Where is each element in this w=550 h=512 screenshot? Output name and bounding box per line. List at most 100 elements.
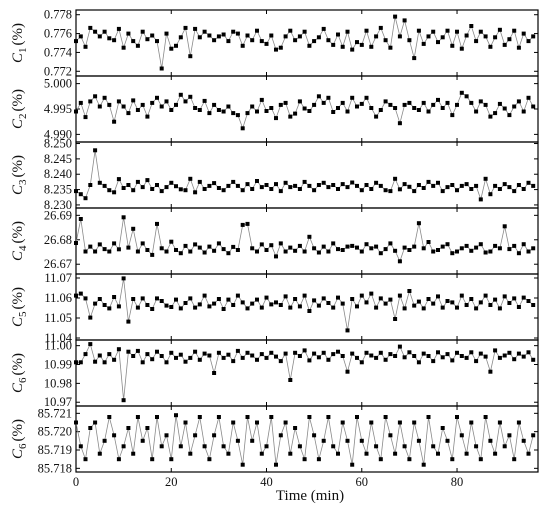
data-point (250, 104, 255, 109)
data-point (497, 27, 502, 32)
data-point (531, 303, 536, 307)
data-point (312, 433, 317, 438)
data-point (393, 14, 398, 19)
data-point (516, 183, 521, 187)
data-point (74, 420, 78, 425)
data-point (283, 180, 288, 185)
data-point (159, 66, 164, 71)
data-point (307, 415, 312, 419)
data-point (331, 241, 336, 246)
data-point (426, 34, 431, 39)
data-point (97, 34, 102, 39)
data-point (297, 187, 302, 191)
data-point (159, 354, 164, 358)
y-axis-label: C2(%) (10, 89, 29, 129)
data-point (221, 188, 226, 193)
data-point (126, 349, 131, 354)
data-point (78, 291, 83, 296)
data-point (240, 462, 245, 467)
data-point (440, 189, 445, 194)
data-point (88, 426, 93, 430)
data-point (331, 42, 336, 47)
data-point (483, 415, 488, 419)
data-point (316, 35, 321, 40)
data-point (207, 33, 212, 38)
data-point (107, 415, 112, 419)
data-point (312, 188, 317, 193)
y-axis-label: C4(%) (10, 221, 29, 261)
data-point (112, 38, 117, 43)
data-point (383, 415, 388, 419)
data-point (507, 37, 512, 42)
data-point (150, 187, 155, 191)
data-point (531, 246, 536, 251)
y-tick-label: 4.995 (44, 102, 72, 116)
data-point (445, 438, 450, 443)
data-point (521, 438, 526, 443)
data-point (359, 42, 364, 47)
data-point (150, 100, 155, 105)
data-point (412, 106, 417, 110)
data-point (145, 303, 150, 307)
data-point (255, 357, 259, 362)
data-point (307, 109, 312, 113)
data-point (78, 360, 83, 365)
data-point (74, 293, 78, 298)
data-point (269, 415, 274, 419)
data-point (302, 293, 307, 298)
data-point (293, 38, 298, 43)
data-point (93, 249, 98, 254)
data-point (455, 415, 459, 419)
data-point (112, 190, 117, 195)
data-point (164, 249, 169, 254)
data-point (302, 348, 307, 353)
data-point (469, 100, 474, 105)
data-point (478, 99, 483, 104)
data-point (455, 305, 459, 310)
data-point (226, 39, 231, 44)
data-point (221, 355, 226, 360)
panel-6: 10.97 10.98 10.99 11.00 C6(%) (10, 339, 539, 409)
data-point (83, 196, 88, 201)
data-point (274, 116, 278, 121)
data-point (364, 183, 369, 187)
panel-frame (75, 339, 539, 407)
data-point (345, 369, 350, 374)
data-point (255, 179, 259, 183)
data-point (135, 415, 140, 419)
data-point (178, 35, 183, 40)
data-point (388, 352, 393, 357)
data-point (516, 351, 521, 356)
data-point (393, 451, 398, 456)
data-point (531, 433, 536, 438)
panel-4: 26.67 26.68 26.69 C4(%) (10, 207, 539, 275)
data-point (450, 358, 455, 363)
y-tick-label: 0.772 (44, 64, 72, 78)
data-point (312, 298, 317, 303)
data-point (188, 451, 193, 456)
data-point (488, 44, 493, 49)
data-point (116, 347, 121, 352)
data-point (474, 245, 479, 250)
data-point (502, 353, 507, 358)
data-point (221, 444, 226, 449)
data-point (321, 244, 326, 249)
data-point (226, 183, 231, 188)
data-point (116, 99, 121, 104)
data-point (340, 100, 345, 105)
data-point (178, 306, 183, 311)
data-point (316, 250, 321, 255)
data-point (512, 457, 517, 462)
data-point (388, 433, 393, 438)
data-point (378, 350, 383, 355)
data-point (378, 183, 383, 188)
data-point (93, 301, 98, 306)
data-point (155, 39, 159, 44)
data-point (78, 444, 83, 449)
data-point (516, 251, 521, 256)
data-point (193, 190, 198, 195)
data-point (407, 100, 412, 105)
data-point (107, 306, 112, 311)
data-point (231, 359, 236, 364)
data-point (126, 245, 131, 250)
